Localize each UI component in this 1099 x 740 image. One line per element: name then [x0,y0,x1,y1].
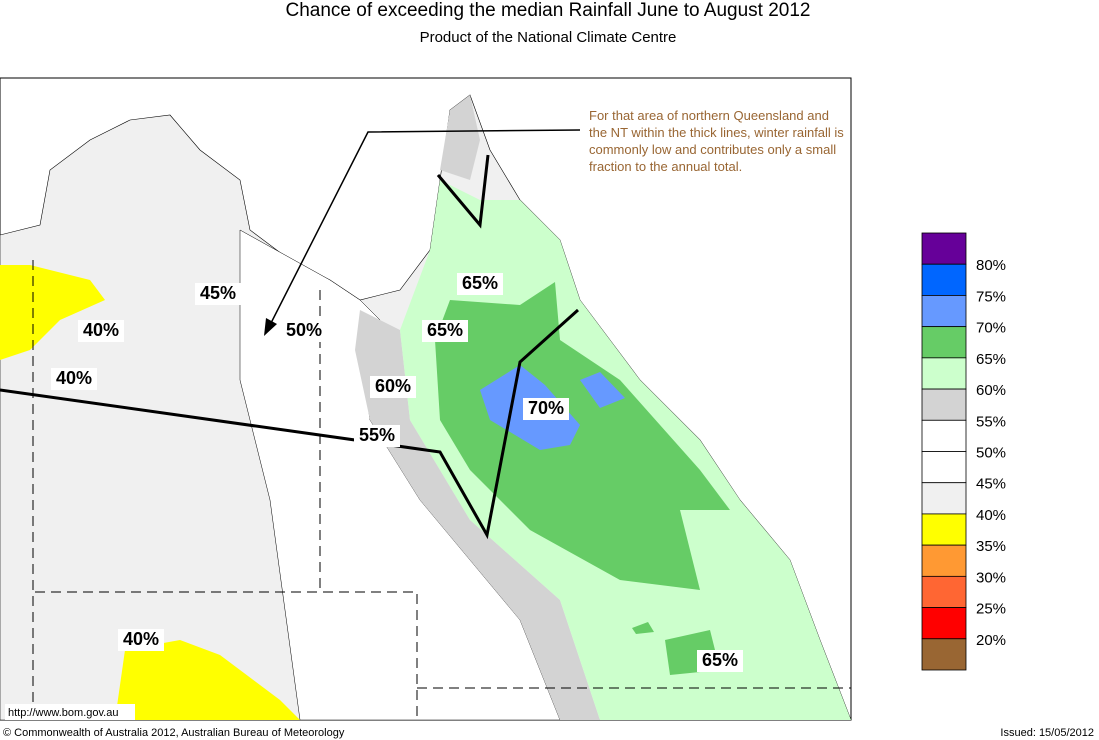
annotation-line: fraction to the annual total. [589,159,742,174]
map: For that area of northern Queensland and… [0,77,852,721]
legend-label: 60% [976,382,1006,399]
legend: 80% 75% 70% 65% 60% 55% 50% 45% 40% 35% 30% 25% 20% [921,232,1006,671]
map-label-bg [78,320,124,342]
map-label-bg [354,425,400,447]
annotation: For that area of northern Queensland and… [589,108,844,174]
legend-swatch [921,544,967,577]
legend-label: 65% [976,351,1006,368]
legend-label: 20% [976,632,1006,649]
legend-label: 30% [976,569,1006,586]
map-label: 55% [359,425,395,445]
zone-55-60-cape [440,95,480,180]
legend-label: 45% [976,476,1006,493]
map-label-bg [422,320,468,342]
legend-label: 80% [976,257,1006,274]
legend-label: 75% [976,288,1006,305]
thick-lines [0,154,580,540]
copyright: © Commonwealth of Australia 2012, Austra… [3,727,345,739]
legend-swatch [921,263,967,296]
legend-label: 50% [976,444,1006,461]
map-labels: 45% 40% 50% 40% 65% 65% 60% 55% 70% 40% 65% [51,273,743,672]
legend-swatch [921,513,967,546]
map-label: 45% [200,283,236,303]
pointer [269,129,581,326]
arrow-head [264,318,277,336]
map-label-bg [457,273,503,295]
map-label-bg [370,376,416,398]
map-label-bg [195,283,241,305]
zone-40 [0,265,105,360]
legend-swatch [921,357,967,390]
legend-label: 40% [976,507,1006,524]
zone-55-60 [355,310,600,720]
map-label: 70% [528,398,564,418]
annotation-line: For that area of northern Queensland and [589,108,829,123]
legend-label: 70% [976,320,1006,337]
map-label: 40% [83,320,119,340]
issued: Issued: 15/05/2012 [1000,727,1094,739]
url-bg [5,704,135,720]
zone-65-70 [435,282,730,590]
legend-swatch [921,451,967,484]
map-label: 60% [375,376,411,396]
legend-swatch [921,326,967,359]
title: Chance of exceeding the median Rainfall … [286,0,811,21]
map-label: 65% [702,650,738,670]
legend-swatch [921,232,967,265]
legend-swatch [921,607,967,640]
map-label: 65% [462,273,498,293]
zone-70-75-east [580,372,625,408]
map-label-bg [51,368,97,390]
map-label-bg [281,320,327,342]
zone-40-south [115,640,300,720]
legend-swatch [921,482,967,515]
subtitle: Product of the National Climate Centre [420,29,677,46]
map-label-bg [697,650,743,672]
legend-label: 35% [976,538,1006,555]
legend-label: 25% [976,601,1006,618]
map-label-bg [523,398,569,420]
legend-swatch [921,575,967,608]
map-label: 40% [123,629,159,649]
legend-label: 55% [976,413,1006,430]
legend-swatch [921,638,967,671]
annotation-line: commonly low and contributes only a smal… [589,142,836,157]
url: http://www.bom.gov.au [8,707,118,719]
map-label: 50% [286,320,322,340]
map-label-bg [118,629,164,651]
legend-swatch [921,295,967,328]
map-label: 65% [427,320,463,340]
map-label: 40% [56,368,92,388]
legend-swatch [921,388,967,421]
zone-65-70-small [632,622,654,634]
annotation-line: the NT within the thick lines, winter ra… [589,125,844,140]
legend-swatch [921,419,967,452]
